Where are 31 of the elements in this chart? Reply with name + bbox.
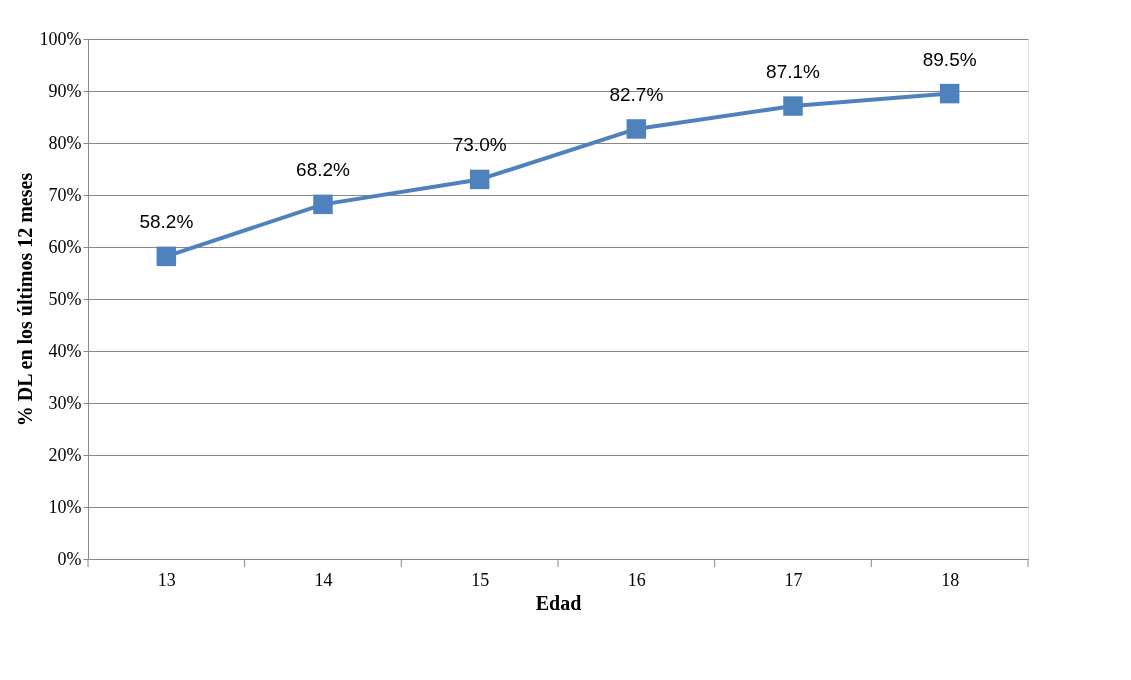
x-axis-title: Edad [535,591,582,614]
y-tick-label: 0% [57,548,82,569]
point [156,246,177,267]
point [783,96,803,116]
x-tick-label: 13 [157,569,176,590]
data-label: 89.5% [922,48,977,70]
point [626,119,647,139]
y-tick-label: 60% [48,236,82,257]
point [469,169,490,190]
x-tick-label: 18 [941,569,960,590]
data-label: 87.1% [766,61,821,83]
y-tick-label: 70% [48,184,82,205]
point [939,83,960,104]
data-label: 58.2% [139,211,194,233]
y-axis-title: % DL en los últimos 12 meses [13,172,36,427]
y-tick-label: 20% [48,444,82,465]
y-tick-label: 30% [48,392,82,413]
data-label: 73.0% [452,134,507,156]
y-tick-label: 100% [39,28,82,49]
y-tick-label: 50% [48,288,82,309]
x-tick-label: 15 [471,569,490,590]
y-tick-label: 90% [48,80,82,101]
point [313,194,333,215]
x-tick-label: 16 [627,569,646,590]
y-tick-label: 80% [48,132,82,153]
data-label: 82.7% [609,83,664,105]
y-tick-label: 40% [48,340,82,361]
y-tick-label: 10% [48,496,82,517]
x-tick-label: 17 [784,569,803,590]
x-tick-label: 14 [314,569,333,590]
data-label: 68.2% [296,159,351,181]
